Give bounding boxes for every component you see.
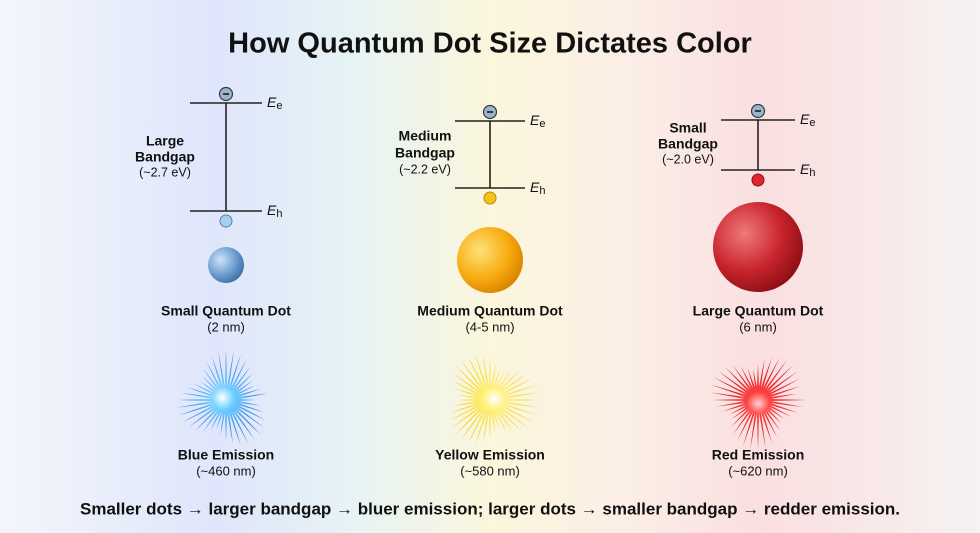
energy-symbol: E <box>800 111 810 127</box>
bandgap-label: Medium <box>399 128 452 144</box>
dot-size: (6 nm) <box>739 319 777 334</box>
energy-symbol: E <box>530 112 540 128</box>
energy-subscript: h <box>276 208 282 220</box>
energy-label: Eh <box>267 202 282 220</box>
energy-subscript: h <box>809 167 815 179</box>
bandgap-label: Small <box>669 120 706 136</box>
energy-symbol: E <box>267 94 277 110</box>
energy-label: Eh <box>800 161 815 179</box>
wavelength: (~460 nm) <box>196 463 256 478</box>
energy-symbol: E <box>267 202 277 218</box>
energy-subscript: e <box>276 100 282 112</box>
energy-subscript: e <box>539 118 545 130</box>
hole <box>219 214 233 228</box>
quantum-dot <box>457 227 523 293</box>
emission-burst <box>177 350 268 446</box>
energy-label: Ee <box>800 111 815 129</box>
hole <box>751 173 765 187</box>
emission-name: Yellow Emission <box>435 447 545 463</box>
dot-name: Small Quantum Dot <box>161 303 291 319</box>
dot-size: (4-5 nm) <box>465 319 514 334</box>
dot-size: (2 nm) <box>207 319 245 334</box>
emission-burst <box>449 353 540 445</box>
emission-name: Blue Emission <box>178 447 274 463</box>
energy-subscript: e <box>809 117 815 129</box>
emission-name: Red Emission <box>712 447 805 463</box>
quantum-dot <box>713 202 803 292</box>
energy-symbol: E <box>530 179 540 195</box>
energy-label: Ee <box>530 112 545 130</box>
hole <box>483 191 497 205</box>
bandgap-label: (~2.2 eV) <box>399 162 451 176</box>
energy-symbol: E <box>800 161 810 177</box>
bandgap-label: Bandgap <box>135 149 195 165</box>
bandgap-label: Bandgap <box>658 136 718 152</box>
caption: Smaller dots → larger bandgap → bluer em… <box>80 499 900 518</box>
emission-burst <box>710 357 807 450</box>
bandgap-label: Large <box>146 133 184 149</box>
bandgap-label: Bandgap <box>395 145 455 161</box>
title: How Quantum Dot Size Dictates Color <box>228 28 752 60</box>
dot-name: Large Quantum Dot <box>693 303 824 319</box>
energy-label: Ee <box>267 94 282 112</box>
bandgap-label: (~2.7 eV) <box>139 165 191 179</box>
quantum-dot <box>208 247 244 283</box>
wavelength: (~620 nm) <box>728 463 788 478</box>
dot-name: Medium Quantum Dot <box>417 303 563 319</box>
energy-subscript: h <box>539 185 545 197</box>
energy-label: Eh <box>530 179 545 197</box>
wavelength: (~580 nm) <box>460 463 520 478</box>
bandgap-label: (~2.0 eV) <box>662 152 714 166</box>
